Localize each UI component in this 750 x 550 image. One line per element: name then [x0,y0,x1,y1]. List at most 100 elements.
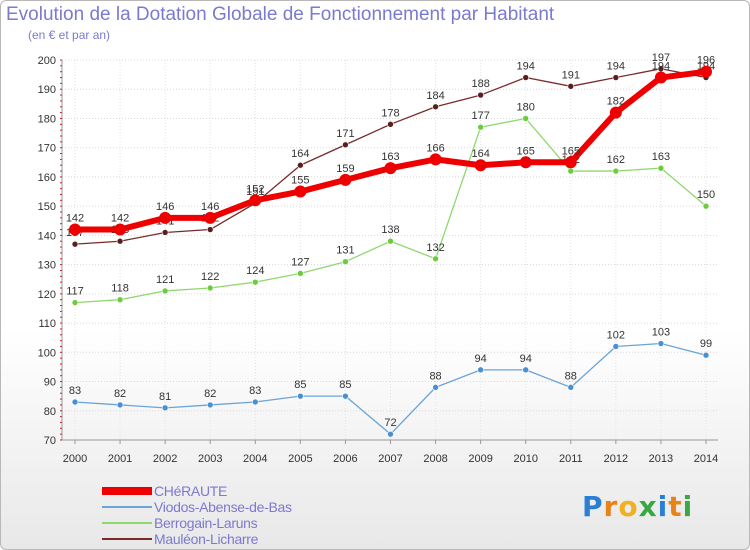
data-label-viodos-abense-de-bas: 102 [607,329,625,341]
data-point-viodos-abense-de-bas [387,430,394,438]
data-label-maul-on-licharre: 197 [652,52,670,64]
data-point-ch-raute [339,173,352,186]
x-tick-label: 2000 [63,453,87,465]
data-point-berrogain-laruns [116,296,124,303]
data-point-viodos-abense-de-bas [567,384,575,391]
data-label-ch-raute: 165 [562,145,580,157]
data-point-berrogain-laruns [71,299,79,306]
proxiti-logo: Proxiti [582,490,693,523]
data-point-viodos-abense-de-bas [477,366,484,374]
x-tick-label: 2008 [423,453,447,465]
x-tick-label: 2010 [513,453,537,465]
data-point-berrogain-laruns [522,115,530,122]
data-label-berrogain-laruns: 180 [517,101,535,113]
data-point-berrogain-laruns [342,258,349,265]
data-label-berrogain-laruns: 124 [246,265,264,277]
logo-letter: t [668,490,683,523]
x-tick-label: 2013 [649,453,673,465]
y-tick-label: 90 [44,377,56,389]
data-point-maul-on-licharre [477,91,484,99]
data-label-maul-on-licharre: 171 [336,128,354,140]
data-point-berrogain-laruns [612,167,620,175]
data-point-ch-raute [519,156,532,169]
data-label-viodos-abense-de-bas: 81 [159,391,171,403]
y-tick-label: 130 [38,260,56,272]
data-point-ch-raute [69,223,81,236]
data-label-berrogain-laruns: 122 [201,271,219,283]
data-point-maul-on-licharre [71,240,79,248]
data-label-maul-on-licharre: 164 [291,148,309,160]
legend-item: Viodos-Abense-de-Bas [102,499,292,515]
data-point-ch-raute [564,156,577,169]
data-label-berrogain-laruns: 132 [426,242,444,254]
data-point-berrogain-laruns [251,278,259,286]
data-label-viodos-abense-de-bas: 83 [249,385,261,397]
data-label-maul-on-licharre: 178 [381,107,399,119]
data-label-ch-raute: 196 [697,55,715,67]
data-label-ch-raute: 194 [652,61,670,73]
x-tick-label: 2014 [694,453,718,465]
data-point-berrogain-laruns [387,237,394,245]
data-label-viodos-abense-de-bas: 83 [69,385,81,397]
data-label-viodos-abense-de-bas: 94 [520,353,532,365]
y-tick-label: 150 [38,201,56,213]
data-point-berrogain-laruns [161,287,169,295]
x-tick-label: 2009 [468,453,492,465]
data-point-viodos-abense-de-bas [297,392,304,400]
data-point-ch-raute [159,211,172,224]
y-tick-label: 200 [38,55,56,67]
data-label-berrogain-laruns: 150 [697,189,715,201]
data-label-viodos-abense-de-bas: 85 [294,379,306,391]
data-point-viodos-abense-de-bas [206,401,214,409]
legend-label: Mauléon-Licharre [154,531,259,547]
data-label-berrogain-laruns: 138 [381,224,399,236]
data-label-ch-raute: 163 [381,151,399,163]
data-point-maul-on-licharre [342,141,349,149]
data-point-ch-raute [384,162,397,175]
chart-subtitle: (en € et par an) [28,28,111,42]
data-point-maul-on-licharre [567,83,575,90]
legend-label: Viodos-Abense-de-Bas [154,499,292,515]
data-point-maul-on-licharre [432,103,439,111]
y-tick-label: 110 [38,318,56,330]
legend-label: CHéRAUTE [154,483,228,499]
data-label-maul-on-licharre: 151 [246,186,264,198]
x-tick-label: 2011 [559,453,583,465]
data-point-viodos-abense-de-bas [522,366,530,374]
data-label-maul-on-licharre: 194 [607,61,625,73]
data-label-viodos-abense-de-bas: 103 [652,327,670,339]
data-point-viodos-abense-de-bas [702,351,710,359]
data-label-berrogain-laruns: 127 [291,256,309,268]
data-point-ch-raute [654,71,667,84]
legend-swatch [102,487,152,495]
data-label-maul-on-licharre: 194 [517,61,535,73]
logo-letter: i [657,490,669,523]
data-point-berrogain-laruns [657,164,665,172]
data-label-maul-on-licharre: 191 [562,69,580,81]
data-label-ch-raute: 155 [291,175,309,187]
data-point-ch-raute [294,185,307,198]
data-label-berrogain-laruns: 177 [471,110,489,122]
data-point-viodos-abense-de-bas [251,398,259,406]
data-label-ch-raute: 146 [201,201,219,213]
data-point-berrogain-laruns [477,123,484,131]
y-tick-label: 170 [38,143,56,155]
data-label-berrogain-laruns: 121 [156,274,174,286]
data-point-ch-raute [114,223,127,236]
data-label-ch-raute: 146 [156,201,174,213]
data-point-ch-raute [249,194,262,207]
y-tick-label: 160 [38,172,56,184]
data-label-ch-raute: 165 [517,145,535,157]
y-tick-label: 70 [44,435,56,447]
data-point-viodos-abense-de-bas [71,398,79,406]
y-tick-label: 80 [44,406,56,418]
data-point-maul-on-licharre [161,229,169,236]
data-point-maul-on-licharre [387,121,394,128]
legend-label: Berrogain-Laruns [154,515,258,531]
data-label-maul-on-licharre: 188 [471,78,489,90]
legend-item: Berrogain-Laruns [102,515,292,531]
data-point-maul-on-licharre [116,237,124,245]
data-label-ch-raute: 182 [607,96,625,108]
data-label-viodos-abense-de-bas: 88 [565,370,577,382]
